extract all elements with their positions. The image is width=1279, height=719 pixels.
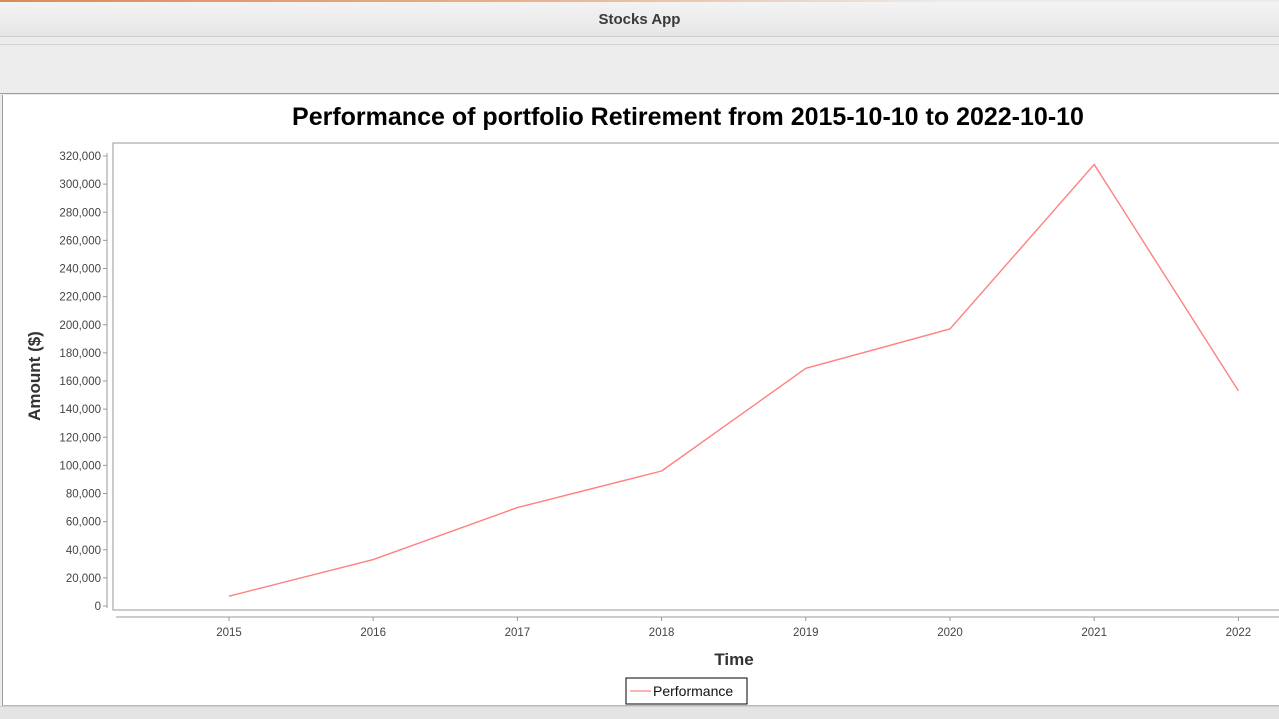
performance-chart: Performance of portfolio Retirement from… [25,103,1279,705]
legend: Performance [625,677,748,705]
y-tick-label: 180,000 [59,348,101,360]
x-tick-label: 2015 [216,627,242,639]
x-tick-label: 2021 [1081,627,1107,639]
x-tick-label: 2020 [937,627,963,639]
x-tick-label: 2018 [649,627,675,639]
y-tick-label: 280,000 [59,207,101,219]
bottom-strip [0,706,1279,719]
x-tick-label: 2022 [1226,627,1252,639]
y-tick-label: 240,000 [59,264,101,276]
x-tick-label: 2019 [793,627,819,639]
series-layer [228,163,1239,597]
y-tick-label: 80,000 [66,489,101,501]
y-tick-label: 320,000 [59,151,101,163]
y-tick-label: 20,000 [66,573,101,585]
y-tick-label: 60,000 [66,517,101,529]
y-axis-title: Amount ($) [25,331,44,421]
y-tick-label: 200,000 [59,320,101,332]
legend-label: Performance [653,683,733,699]
y-tick-label: 40,000 [66,545,101,557]
x-axis: 2015 2016 2017 2018 2019 2020 2021 2022 [116,616,1279,639]
y-tick-label: 220,000 [59,292,101,304]
y-tick-label: 300,000 [59,179,101,191]
toolbar [0,44,1279,94]
y-tick-label: 140,000 [59,404,101,416]
y-tick-label: 0 [95,601,101,613]
window-title: Stocks App [598,10,681,28]
y-tick-label: 120,000 [59,432,101,444]
y-axis: 0 20,000 40,000 60,000 80,000 100,000 120,000 1… [59,151,108,613]
x-axis-title: Time [714,650,753,669]
chart-panel: Performance of portfolio Retirement from… [2,95,1279,706]
x-tick-label: 2016 [360,627,386,639]
title-bar[interactable]: Stocks App [0,2,1279,37]
y-tick-label: 160,000 [59,376,101,388]
y-tick-label: 260,000 [59,235,101,247]
x-tick-label: 2017 [505,627,531,639]
y-tick-label: 100,000 [59,460,101,472]
window-accent-strip [0,0,1279,2]
plot-area [112,142,1279,611]
chart-title: Performance of portfolio Retirement from… [292,103,1084,131]
series-line-performance [228,163,1239,597]
